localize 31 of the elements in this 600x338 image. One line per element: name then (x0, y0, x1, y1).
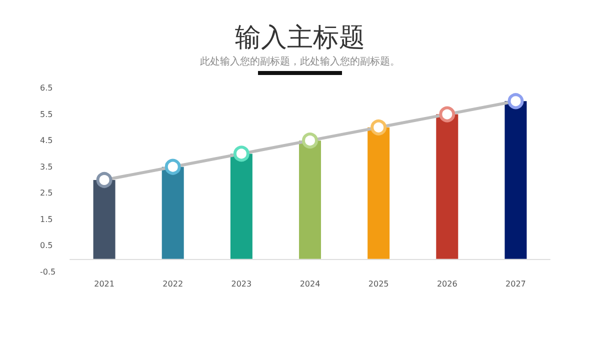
point (370, 119, 387, 136)
y-tick-label: 5.5 (40, 110, 53, 119)
x-tick-label: 2024 (300, 280, 320, 288)
x-tick-label: 2021 (94, 280, 114, 288)
bar (368, 127, 390, 259)
bar (162, 166, 184, 259)
x-tick-label: 2022 (162, 280, 184, 288)
y-tick-label: 3.5 (40, 162, 53, 172)
y-tick-label: 4.5 (40, 136, 53, 146)
y-tick-label: 2.5 (40, 188, 53, 198)
bar (436, 114, 458, 259)
bar (504, 101, 527, 259)
x-tick-label: 2026 (436, 280, 458, 288)
point (439, 106, 456, 122)
point (96, 172, 112, 188)
bar (299, 140, 321, 259)
x-tick-label: 2023 (231, 280, 252, 288)
y-tick-label: 1.5 (40, 214, 53, 224)
point (302, 132, 318, 149)
chart-subtitle: 此处输入您的副标题，此处输入您的副标题。 (200, 56, 400, 68)
x-tick-label: 2025 (368, 280, 389, 288)
point (508, 93, 524, 110)
bar (230, 154, 252, 259)
point (233, 146, 250, 162)
x-tick-label: 2027 (506, 280, 526, 288)
point (164, 158, 181, 175)
bar (93, 180, 116, 259)
y-tick-label: 6.5 (40, 84, 53, 92)
y-tick-label: 0.5 (40, 241, 53, 250)
y-tick-label: -0.5 (40, 268, 56, 276)
chart-title: 输入主标题 (235, 23, 365, 53)
